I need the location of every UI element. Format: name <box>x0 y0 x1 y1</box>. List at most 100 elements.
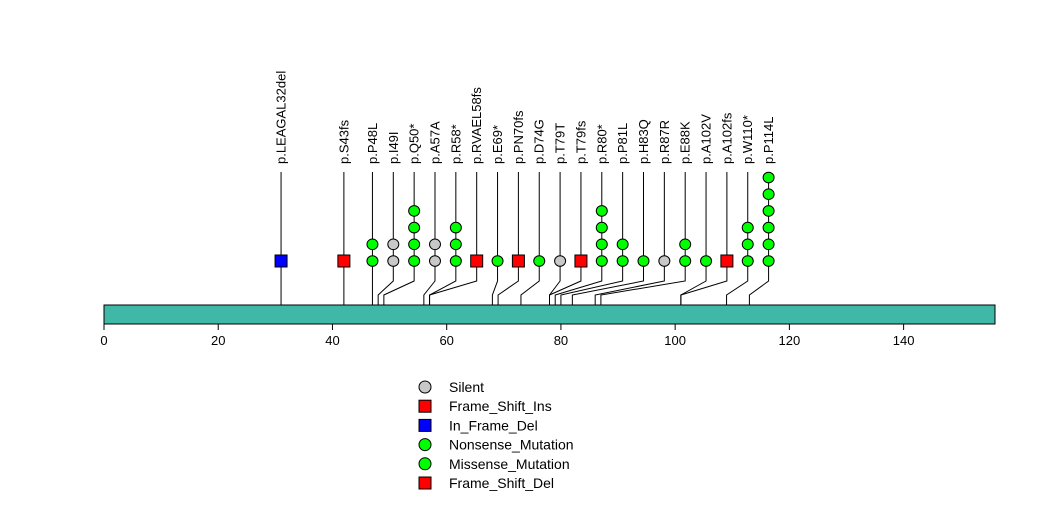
mutation-marker-nonsense-mutation <box>408 205 421 217</box>
axis-tick-label: 20 <box>211 333 225 348</box>
mutation-stem <box>377 172 394 305</box>
mutation-labels: p.LEAGAL32del p.S43fs p.P48L p.I49I p.Q50* p.… <box>274 71 777 164</box>
mutation-marker-nonsense-mutation <box>595 238 608 251</box>
mutation-marker-nonsense-mutation <box>408 255 421 267</box>
mutation-stem <box>549 172 561 305</box>
mutation-marker-missense-mutation <box>366 238 379 251</box>
mutation-label: p.E88K <box>678 121 693 164</box>
legend-label: In_Frame_Del <box>449 417 538 433</box>
legend-label: Missense_Mutation <box>449 456 570 472</box>
mutation-marker-nonsense-mutation <box>595 255 608 267</box>
mutation-marker-missense-mutation <box>616 255 629 267</box>
mutation-label: p.A102V <box>699 114 714 164</box>
mutation-stem <box>429 172 457 305</box>
mutation-label: p.A57A <box>427 121 442 164</box>
mutation-stem <box>560 172 624 305</box>
mutation-marker-silent <box>554 255 567 267</box>
mutation-marker-missense-mutation <box>762 238 775 251</box>
mutation-label: p.LEAGAL32del <box>274 71 289 164</box>
mutation-stem <box>571 172 644 305</box>
legend-swatch <box>418 476 432 490</box>
mutation-marker-frame-shift-ins <box>337 254 351 268</box>
mutation-stem <box>520 172 540 305</box>
mutation-marker-nonsense-mutation <box>741 221 754 234</box>
mutation-marker-frame-shift-del <box>574 254 588 268</box>
mutation-markers <box>274 171 775 268</box>
mutation-stem <box>549 172 582 305</box>
mutation-marker-missense-mutation <box>762 255 775 267</box>
mutation-marker-missense-mutation <box>366 255 379 267</box>
axis-tick-label: 100 <box>664 333 686 348</box>
axis-tick-label: 80 <box>554 333 568 348</box>
axis-tick-label: 140 <box>893 333 915 348</box>
legend: Silent Frame_Shift_Ins In_Frame_Del Nonsens… <box>418 379 574 491</box>
mutation-label: p.H83Q <box>636 119 651 164</box>
mutation-marker-nonsense-mutation <box>595 205 608 217</box>
mutation-marker-silent <box>387 238 400 251</box>
mutation-label: p.D74G <box>532 119 547 164</box>
axis-tick-label: 60 <box>439 333 453 348</box>
mutation-marker-missense-mutation <box>679 238 692 251</box>
mutation-label: p.E69* <box>490 125 505 164</box>
mutation-label: p.PN70fs <box>511 110 526 164</box>
mutation-label: p.P81L <box>615 123 630 164</box>
legend-label: Frame_Shift_Ins <box>449 398 552 414</box>
mutation-marker-silent <box>658 255 671 267</box>
legend-swatch <box>418 418 432 432</box>
mutation-marker-nonsense-mutation <box>741 238 754 251</box>
mutation-marker-nonsense-mutation <box>449 221 462 234</box>
mutation-marker-frame-shift-del <box>470 254 484 268</box>
mutation-marker-nonsense-mutation <box>741 255 754 267</box>
mutation-marker-missense-mutation <box>679 255 692 267</box>
mutation-marker-missense-mutation <box>762 205 775 217</box>
legend-swatch <box>418 438 432 452</box>
mutation-marker-silent <box>387 255 400 267</box>
mutation-stem <box>680 172 707 305</box>
mutation-marker-silent <box>428 238 441 251</box>
mutation-label: p.P48L <box>365 123 380 164</box>
mutation-stem <box>429 172 478 305</box>
mutation-stem <box>491 172 499 305</box>
mutation-label: p.T79T <box>553 123 568 164</box>
mutation-marker-nonsense-mutation <box>408 238 421 251</box>
axis-tick-label: 0 <box>100 333 107 348</box>
mutation-marker-missense-mutation <box>762 171 775 184</box>
mutation-marker-silent <box>428 255 441 267</box>
mutation-label: p.I49I <box>386 131 401 164</box>
x-axis: 0 20 40 60 80 100 120 140 <box>100 324 914 348</box>
mutation-label: p.P114L <box>761 117 776 164</box>
mutation-marker-missense-mutation <box>637 255 650 267</box>
mutation-marker-frame-shift-ins <box>511 254 525 268</box>
mutation-marker-missense-mutation <box>762 221 775 234</box>
mutation-marker-frame-shift-del <box>720 254 734 268</box>
mutation-label: p.R58* <box>448 124 463 164</box>
mutation-stem <box>497 172 519 305</box>
mutation-label: p.RVAEL58fs <box>469 87 484 164</box>
mutation-label: p.W110* <box>740 115 755 164</box>
mutation-stem <box>554 172 603 305</box>
legend-label: Silent <box>449 379 484 395</box>
axis-tick-label: 40 <box>325 333 339 348</box>
mutation-marker-in-frame-del <box>274 254 288 268</box>
mutation-label: p.T79fs <box>573 120 588 164</box>
mutation-label: p.R87R <box>657 120 672 164</box>
mutation-marker-missense-mutation <box>762 188 775 200</box>
mutation-stem <box>680 172 728 305</box>
axis-tick-label: 120 <box>779 333 801 348</box>
mutation-marker-nonsense-mutation <box>449 238 462 251</box>
legend-label: Nonsense_Mutation <box>449 437 574 453</box>
mutation-stem <box>726 172 749 305</box>
legend-swatch <box>418 380 432 394</box>
mutation-marker-missense-mutation <box>616 238 629 251</box>
mutation-label: p.R80* <box>594 124 609 164</box>
mutation-marker-nonsense-mutation <box>595 221 608 234</box>
mutation-label: p.S43fs <box>336 119 351 164</box>
mutation-label: p.A102fs <box>719 112 734 164</box>
mutation-marker-nonsense-mutation <box>449 255 462 267</box>
mutation-stem <box>594 172 665 305</box>
mutation-label: p.Q50* <box>407 124 422 164</box>
mutation-marker-nonsense-mutation <box>491 255 504 267</box>
mutation-stems <box>280 172 770 305</box>
legend-swatch <box>418 399 432 413</box>
